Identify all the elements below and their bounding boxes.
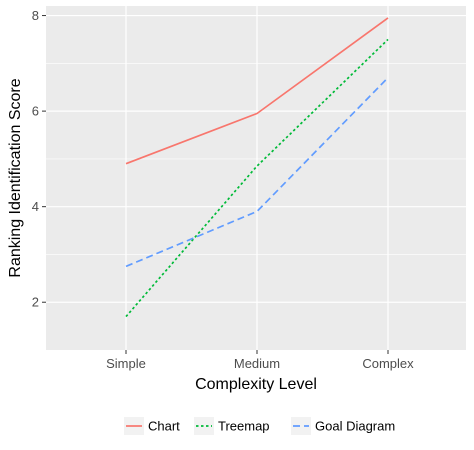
y-tick-label: 6 bbox=[32, 104, 39, 119]
plot-panel bbox=[46, 6, 466, 350]
minor-gridlines bbox=[46, 63, 466, 255]
x-tick-label: Complex bbox=[362, 356, 414, 371]
y-tick-label: 4 bbox=[32, 199, 39, 214]
series-line-goal-diagram bbox=[125, 77, 389, 268]
legend: Chart Treemap Goal Diagram bbox=[124, 417, 395, 435]
legend-label-goal-diagram: Goal Diagram bbox=[315, 419, 395, 434]
y-axis-title: Ranking Identification Score bbox=[7, 78, 24, 277]
legend-key-bg-goal-diagram bbox=[291, 417, 311, 435]
y-axis-ticks: 2 4 6 8 bbox=[32, 8, 46, 310]
legend-label-treemap: Treemap bbox=[218, 419, 270, 434]
x-tick-label: Simple bbox=[106, 356, 146, 371]
major-gridlines bbox=[46, 6, 466, 350]
series-line-treemap bbox=[125, 38, 389, 318]
x-axis-title: Complexity Level bbox=[195, 376, 317, 393]
x-tick-label: Medium bbox=[234, 356, 280, 371]
x-axis-ticks: Simple Medium Complex bbox=[106, 350, 414, 371]
legend-key-bg-treemap bbox=[194, 417, 214, 435]
series-lines bbox=[125, 17, 389, 318]
series-line-chart bbox=[125, 17, 389, 165]
y-tick-label: 2 bbox=[32, 295, 39, 310]
legend-label-chart: Chart bbox=[148, 419, 180, 434]
y-tick-label: 8 bbox=[32, 8, 39, 23]
